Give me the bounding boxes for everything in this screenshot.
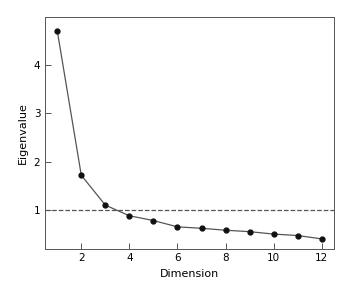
Y-axis label: Eigenvalue: Eigenvalue xyxy=(18,102,28,164)
X-axis label: Dimension: Dimension xyxy=(160,269,219,279)
